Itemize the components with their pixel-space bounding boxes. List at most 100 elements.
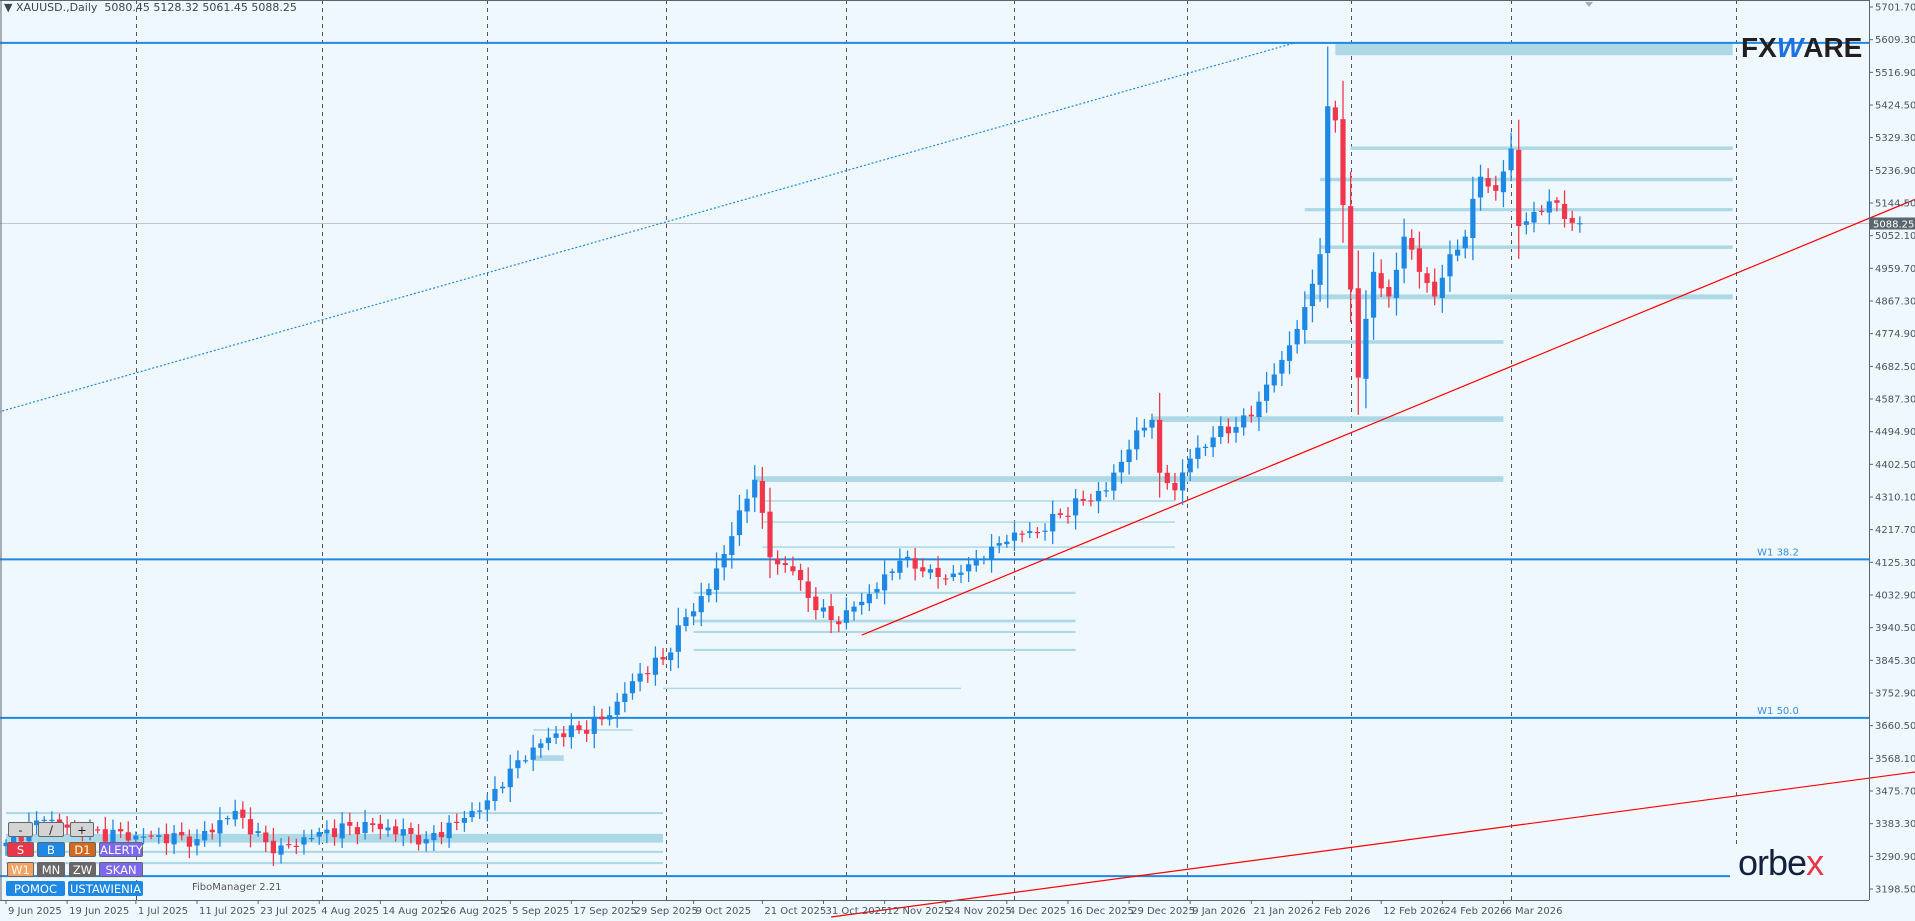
- candle-body: [1370, 271, 1377, 318]
- candle-body: [1409, 238, 1415, 250]
- candle-body: [522, 760, 529, 762]
- candle-body: [1340, 119, 1346, 205]
- bullish-candle: [820, 599, 827, 618]
- candle-body: [484, 800, 490, 810]
- dropdown-triangle-icon[interactable]: ▼: [4, 1, 16, 14]
- bullish-candle: [545, 727, 552, 751]
- candle-body: [95, 829, 101, 831]
- bullish-candle: [874, 582, 880, 599]
- candle-body: [1554, 200, 1560, 203]
- help-button[interactable]: POMOC: [6, 881, 65, 896]
- scan-button[interactable]: SKAN: [99, 862, 143, 877]
- price-tick-label: 4032.90: [1875, 591, 1915, 602]
- bullish-candle: [706, 583, 712, 603]
- bullish-candle: [1149, 413, 1155, 439]
- price-tick-label: 4682.50: [1875, 362, 1915, 373]
- bullish-candle: [1455, 239, 1461, 262]
- buy-button[interactable]: B: [37, 842, 65, 857]
- candle-body: [904, 556, 911, 560]
- candle-body: [767, 511, 773, 558]
- candle-body: [1470, 198, 1476, 239]
- candle-body: [148, 835, 154, 837]
- bullish-candle: [897, 548, 903, 580]
- zw-button[interactable]: ZW: [69, 862, 96, 877]
- candle-body: [1439, 277, 1445, 298]
- bearish-candle: [1019, 530, 1025, 543]
- candle-body: [133, 835, 139, 840]
- bullish-candle: [889, 568, 895, 581]
- candle-body: [118, 829, 124, 832]
- bullish-candle: [1393, 252, 1400, 316]
- bearish-candle: [1172, 473, 1178, 501]
- bullish-candle: [1126, 439, 1132, 475]
- candle-body: [874, 588, 880, 593]
- timeframe-w1-button[interactable]: W1: [7, 862, 34, 877]
- price-tick-label: 4310.10: [1875, 493, 1915, 504]
- chart-header: ▼ XAUUSD.,Daily 5080.45 5128.32 5061.45 …: [4, 1, 297, 14]
- timeframe-mn-button[interactable]: MN: [37, 862, 65, 877]
- candle-body: [500, 786, 506, 789]
- candle-body: [370, 823, 376, 826]
- bearish-candle: [1355, 250, 1361, 415]
- price-tick-label: 3383.30: [1875, 819, 1915, 830]
- bearish-candle: [813, 587, 819, 620]
- zoom-out-button[interactable]: -: [8, 822, 33, 837]
- bullish-candle: [1302, 291, 1308, 344]
- candle-body: [721, 553, 727, 568]
- date-tick-label: 12 Feb 2026: [1383, 906, 1445, 917]
- bullish-candle: [866, 584, 872, 612]
- bullish-candle: [469, 802, 475, 822]
- candle-body: [1080, 498, 1086, 501]
- alerts-button[interactable]: ALERTY: [99, 842, 143, 857]
- candle-body: [973, 560, 979, 566]
- timeframe-d1-button[interactable]: D1: [69, 842, 96, 857]
- price-tick-label: 4774.90: [1875, 329, 1915, 340]
- date-tick-label: 12 Nov 2025: [887, 906, 951, 917]
- bullish-candle: [927, 564, 934, 580]
- support-resistance-zone: [1320, 177, 1733, 182]
- bearish-candle: [599, 708, 605, 726]
- bearish-candle: [415, 824, 422, 851]
- candle-body: [797, 570, 804, 581]
- candle-body: [1019, 533, 1025, 535]
- candle-body: [553, 733, 559, 738]
- support-resistance-zone: [762, 500, 1175, 502]
- candle-body: [1241, 415, 1247, 428]
- candle-body: [1569, 217, 1575, 223]
- bullish-candle: [629, 673, 636, 700]
- candle-body: [843, 610, 849, 623]
- zoom-in-button[interactable]: +: [70, 822, 94, 837]
- draw-line-button[interactable]: /: [38, 822, 64, 837]
- support-resistance-zone: [693, 630, 1076, 634]
- bullish-candle: [431, 825, 437, 852]
- bullish-candle: [423, 831, 429, 852]
- sell-button[interactable]: S: [7, 842, 34, 857]
- bearish-candle: [286, 836, 292, 849]
- candle-body: [393, 826, 399, 835]
- candle-body: [591, 716, 597, 734]
- bullish-candle: [1447, 240, 1453, 292]
- bullish-candle: [1294, 320, 1300, 354]
- bullish-candle: [1042, 523, 1048, 541]
- bullish-candle: [1470, 176, 1476, 261]
- bullish-candle: [1309, 269, 1316, 323]
- candle-body: [530, 747, 536, 760]
- bullish-candle: [538, 738, 544, 758]
- bullish-candle: [950, 564, 956, 581]
- candle-body: [866, 593, 872, 604]
- candle-body: [805, 581, 811, 598]
- bearish-candle: [1554, 197, 1560, 212]
- bullish-candle: [522, 755, 529, 764]
- bullish-candle: [752, 465, 758, 513]
- support-resistance-zone: [1152, 416, 1504, 422]
- candle-body: [1264, 384, 1270, 401]
- candle-body: [438, 832, 445, 838]
- period-separators: [136, 0, 1737, 900]
- candle-body: [446, 822, 452, 839]
- settings-button[interactable]: USTAWIENIA: [68, 881, 143, 896]
- bearish-candle: [912, 548, 918, 581]
- date-tick-label: 26 Aug 2025: [443, 906, 507, 917]
- bullish-candle: [255, 822, 261, 837]
